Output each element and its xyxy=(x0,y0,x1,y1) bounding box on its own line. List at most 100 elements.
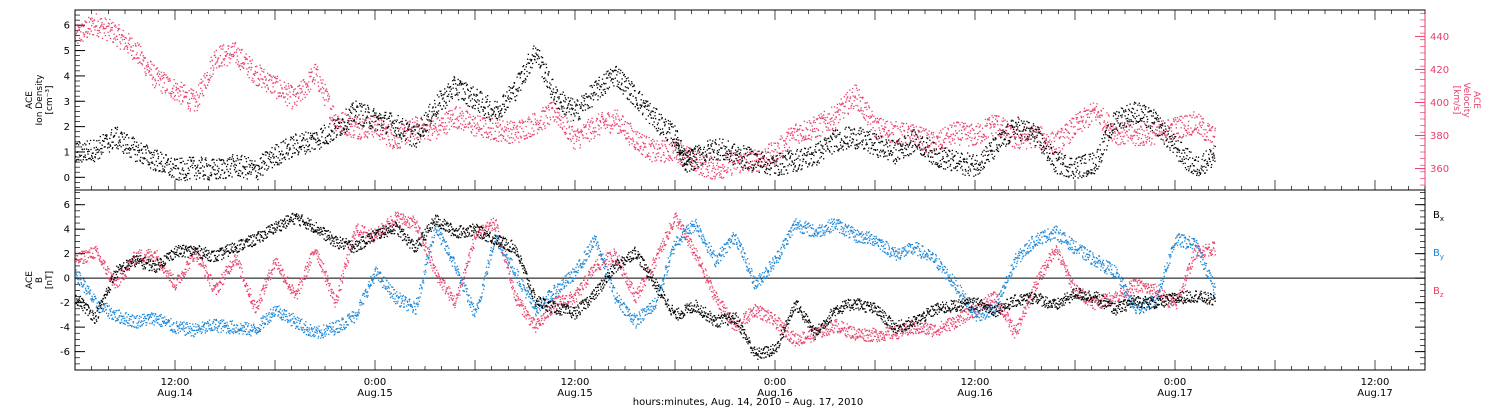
velocity-series-point xyxy=(738,161,740,163)
density-series-point xyxy=(516,76,518,78)
velocity-series-point xyxy=(202,80,204,82)
density-series-point xyxy=(310,138,312,140)
velocity-series-point xyxy=(1156,120,1159,123)
velocity-series-point xyxy=(928,136,931,138)
velocity-series-point xyxy=(574,133,576,135)
velocity-series-point xyxy=(318,89,320,92)
velocity-series-point xyxy=(220,45,222,47)
density-series-point xyxy=(628,80,630,82)
velocity-series-point xyxy=(271,92,273,94)
density-series-point xyxy=(326,141,328,144)
velocity-series-point xyxy=(899,137,901,140)
density-series-point xyxy=(222,177,224,180)
density-series-point xyxy=(337,121,340,124)
velocity-series-point xyxy=(695,159,697,161)
density-series-point xyxy=(571,108,573,111)
velocity-series-point xyxy=(1064,137,1066,139)
velocity-series-point xyxy=(1100,109,1102,111)
velocity-series-point xyxy=(79,40,81,42)
density-series-point xyxy=(140,149,143,151)
density-series-point xyxy=(254,166,256,168)
velocity-series-point xyxy=(382,138,384,140)
velocity-series-point xyxy=(429,139,431,141)
velocity-series-point xyxy=(882,136,884,138)
velocity-series-point xyxy=(1094,107,1096,109)
velocity-series-point xyxy=(707,175,709,177)
velocity-series-point xyxy=(891,141,893,143)
density-series-point xyxy=(184,173,187,175)
velocity-series-point xyxy=(875,118,877,120)
velocity-series-point xyxy=(517,131,519,133)
density-series-point xyxy=(76,159,78,161)
density-series-point xyxy=(361,125,364,127)
velocity-series-point xyxy=(323,88,325,90)
velocity-series-point xyxy=(707,171,709,174)
density-series-point xyxy=(169,160,172,163)
density-series-point xyxy=(352,120,355,122)
velocity-series-point xyxy=(328,95,331,97)
velocity-series-point xyxy=(233,54,235,57)
velocity-series-point xyxy=(427,138,429,140)
velocity-series-point xyxy=(859,100,861,102)
velocity-series-point xyxy=(94,29,96,31)
density-series-point xyxy=(675,145,677,147)
velocity-series-point xyxy=(882,119,884,121)
density-series-point xyxy=(280,162,283,164)
density-series-point xyxy=(207,178,209,181)
velocity-series-point xyxy=(650,145,652,147)
velocity-series-point xyxy=(651,142,653,144)
density-series-point xyxy=(246,166,248,168)
velocity-series-point xyxy=(220,62,223,64)
velocity-series-point xyxy=(455,106,457,108)
density-series-point xyxy=(537,49,539,51)
velocity-series-point xyxy=(1130,134,1132,136)
density-series-point xyxy=(645,101,648,103)
density-series-point xyxy=(587,96,589,98)
velocity-series-point xyxy=(1030,128,1032,130)
velocity-series-point xyxy=(612,128,614,130)
velocity-series-point xyxy=(1031,125,1033,127)
velocity-series-point xyxy=(579,147,581,149)
velocity-series-point xyxy=(617,125,620,127)
density-series-point xyxy=(252,169,254,171)
density-series-point xyxy=(584,109,587,111)
density-series-point xyxy=(151,161,153,163)
velocity-series-point xyxy=(636,141,638,143)
velocity-series-point xyxy=(1023,142,1025,144)
velocity-series-point xyxy=(112,41,115,43)
velocity-series-point xyxy=(1207,139,1209,141)
velocity-series-point xyxy=(1142,140,1144,143)
velocity-series-point xyxy=(829,118,831,120)
velocity-series-point xyxy=(365,119,367,121)
velocity-series-point xyxy=(749,166,752,168)
velocity-series-point xyxy=(396,147,399,149)
density-series-point xyxy=(676,151,678,154)
density-series-point xyxy=(119,144,121,146)
density-series-point xyxy=(486,98,488,101)
velocity-series-point xyxy=(454,118,456,120)
velocity-series-point xyxy=(1129,137,1132,139)
velocity-series-point xyxy=(716,173,718,175)
density-series-point xyxy=(337,118,339,120)
velocity-series-point xyxy=(1054,148,1056,150)
density-series-point xyxy=(173,158,176,160)
density-series-point xyxy=(376,116,378,118)
velocity-series-point xyxy=(471,125,473,127)
density-series-point xyxy=(204,174,207,176)
velocity-series-point xyxy=(700,172,702,174)
velocity-series-point xyxy=(944,138,946,140)
density-series-point xyxy=(349,117,351,119)
velocity-series-point xyxy=(436,118,438,120)
velocity-series-point xyxy=(111,22,113,25)
velocity-series-point xyxy=(1111,122,1113,125)
velocity-series-point xyxy=(156,73,158,75)
velocity-series-point xyxy=(609,131,612,134)
velocity-series-point xyxy=(180,81,183,84)
velocity-series-point xyxy=(1027,137,1029,139)
density-series-point xyxy=(462,83,464,85)
velocity-series-point xyxy=(863,116,865,118)
velocity-series-point xyxy=(487,137,489,139)
density-series-point xyxy=(545,79,547,81)
density-series-point xyxy=(139,160,141,162)
density-series-point xyxy=(272,155,274,157)
